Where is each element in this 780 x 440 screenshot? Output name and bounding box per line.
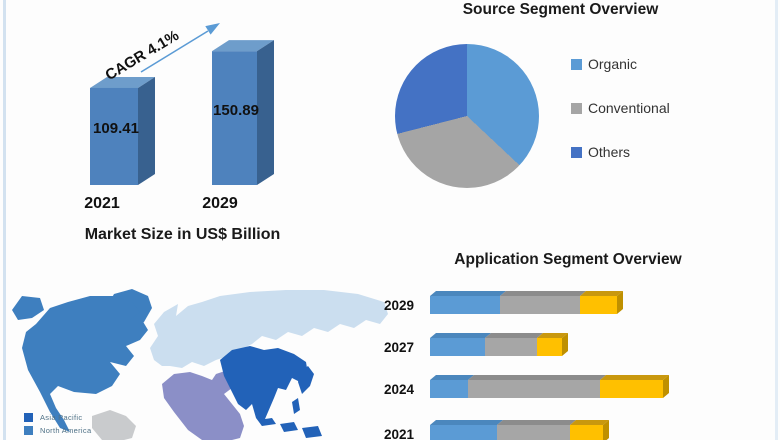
- map-region-alaska: [12, 296, 44, 320]
- axis-label-2021: 2021: [84, 195, 120, 212]
- north-america-swatch-icon: [24, 426, 33, 435]
- bar-value-2029: 150.89: [213, 102, 259, 119]
- legend-item-organic: Organic: [571, 56, 637, 74]
- others-swatch-icon: [571, 147, 582, 158]
- app-axis-label-2029: 2029: [383, 298, 414, 313]
- legend-label-organic: Organic: [588, 56, 638, 72]
- pie-chart-title: Source Segment Overview: [462, 1, 659, 18]
- app-axis-label-2021: 2021: [383, 427, 414, 440]
- map-region-japan: [298, 366, 314, 394]
- legend-label-conventional: Conventional: [588, 100, 670, 116]
- map-region-new-guinea: [302, 426, 322, 438]
- axis-label-2029: 2029: [202, 195, 238, 212]
- map-region-south-america: [92, 410, 136, 440]
- map-region-philippines: [292, 398, 300, 414]
- map-region-asia: [220, 346, 308, 426]
- legend-item-others: Others: [571, 144, 630, 162]
- asia-pacific-swatch-icon: [24, 413, 33, 422]
- right-border-line: [775, 0, 778, 440]
- left-border-line: [3, 0, 6, 440]
- source-pie: [395, 44, 539, 188]
- map-region-indonesia-1: [258, 418, 276, 426]
- market-chart-title: Market Size in US$ Billion: [84, 226, 281, 243]
- map-region-indonesia-2: [280, 422, 298, 432]
- conventional-swatch-icon: [571, 103, 582, 114]
- application-stacked-bars: [430, 291, 669, 440]
- bar-value-2021: 109.41: [93, 120, 139, 137]
- map-legend-item-north-america: North America: [24, 426, 91, 435]
- application-chart-title: Application Segment Overview: [454, 251, 682, 268]
- market-size-columns: [90, 23, 274, 185]
- map-legend: Asia Pacific North America: [24, 413, 91, 439]
- app-axis-label-2024: 2024: [383, 382, 414, 397]
- map-region-europe-russia: [150, 290, 388, 368]
- world-map: [12, 289, 388, 440]
- app-axis-label-2027: 2027: [383, 340, 414, 355]
- legend-item-conventional: Conventional: [571, 100, 674, 118]
- map-region-north-america: [22, 296, 148, 432]
- organic-swatch-icon: [571, 59, 582, 70]
- map-legend-item-asia-pacific: Asia Pacific: [24, 413, 91, 422]
- map-legend-label-asia-pacific: Asia Pacific: [40, 413, 83, 422]
- legend-label-others: Others: [588, 144, 631, 160]
- map-legend-label-north-america: North America: [40, 426, 92, 435]
